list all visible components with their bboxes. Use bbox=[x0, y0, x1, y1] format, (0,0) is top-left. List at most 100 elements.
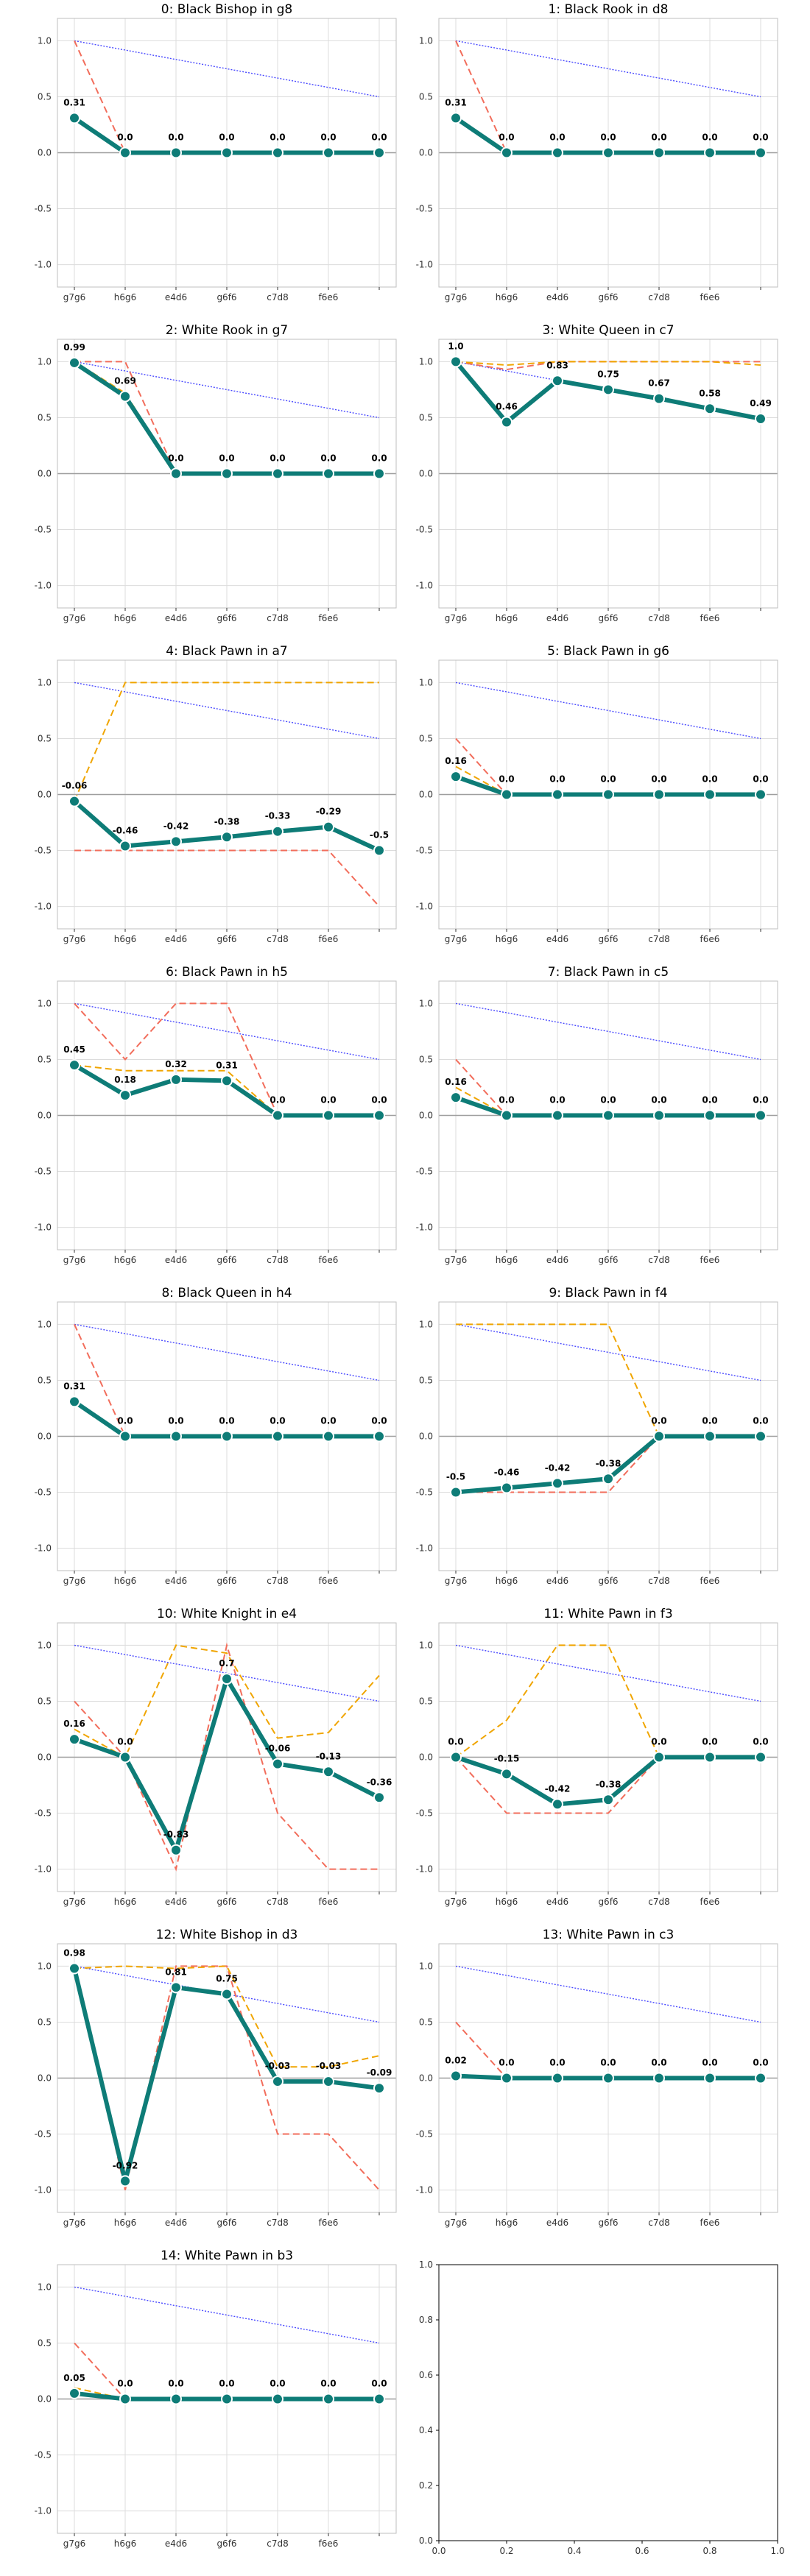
data-label: 0.0 bbox=[499, 774, 514, 785]
x-tick-label: 0.6 bbox=[635, 2546, 649, 2556]
series-line-orange bbox=[455, 1644, 761, 1758]
data-point bbox=[221, 1430, 233, 1443]
data-label: 0.0 bbox=[219, 2379, 234, 2389]
x-tick-label: g7g6 bbox=[445, 613, 468, 623]
x-tick-label: h6g6 bbox=[496, 292, 518, 302]
data-label: 0.0 bbox=[371, 132, 387, 143]
x-tick-label: h6g6 bbox=[496, 613, 518, 623]
data-point bbox=[119, 1430, 131, 1443]
panel-title: 12: White Bishop in d3 bbox=[156, 1928, 298, 1942]
y-tick-label: 1.0 bbox=[419, 998, 433, 1008]
data-label: 0.0 bbox=[371, 2379, 387, 2389]
data-label: 0.0 bbox=[219, 132, 234, 143]
data-point bbox=[68, 795, 80, 807]
x-tick-label: e4d6 bbox=[165, 2218, 187, 2228]
x-tick-label: c7d8 bbox=[267, 1897, 288, 1907]
data-label: 0.02 bbox=[445, 2055, 467, 2065]
y-tick-label: 0.5 bbox=[38, 91, 52, 102]
data-point bbox=[170, 467, 182, 480]
data-label: 0.05 bbox=[63, 2373, 85, 2383]
y-tick-label: 0.5 bbox=[419, 2017, 433, 2027]
y-tick-label: -1.0 bbox=[416, 1222, 433, 1233]
data-point bbox=[755, 1109, 767, 1122]
y-tick-label: 1.0 bbox=[38, 1961, 52, 1971]
x-tick-label: f6e6 bbox=[319, 1897, 339, 1907]
x-tick-label: c7d8 bbox=[648, 613, 669, 623]
data-label: 0.0 bbox=[549, 132, 565, 143]
panel-title: 11: White Pawn in f3 bbox=[543, 1607, 672, 1621]
x-tick-label: f6e6 bbox=[319, 1255, 339, 1265]
y-tick-label: -0.5 bbox=[35, 525, 52, 535]
y-tick-label: 1.0 bbox=[38, 998, 52, 1008]
data-label: 0.67 bbox=[648, 378, 670, 389]
data-point bbox=[119, 390, 131, 403]
data-point bbox=[501, 1482, 513, 1494]
y-tick-label: 0.0 bbox=[38, 2073, 52, 2084]
y-tick-label: 0.5 bbox=[38, 1054, 52, 1064]
chart-panel-4: 4: Black Pawn in a7 1.0 0.5 0.0 -0.5 -1.0 g7g6… bbox=[35, 644, 397, 944]
y-tick-label: 0.0 bbox=[419, 469, 433, 479]
x-tick-label: g7g6 bbox=[445, 292, 468, 302]
data-point bbox=[653, 1109, 665, 1122]
data-point bbox=[272, 467, 284, 480]
y-tick-label: 0.5 bbox=[419, 91, 433, 102]
chart-panel-14: 14: White Pawn in b3 1.0 0.5 0.0 -0.5 -1.0 g7g… bbox=[35, 2248, 397, 2549]
data-label: 0.16 bbox=[63, 1719, 85, 1729]
panel-title: 2: White Rook in g7 bbox=[166, 323, 288, 338]
x-tick-label: g7g6 bbox=[445, 1255, 468, 1265]
data-label: 0.45 bbox=[63, 1044, 85, 1055]
y-tick-label: -1.0 bbox=[35, 2185, 52, 2195]
data-point bbox=[272, 2393, 284, 2405]
panel-title: 5: Black Pawn in g6 bbox=[547, 644, 669, 659]
data-label: 0.0 bbox=[702, 1737, 717, 1747]
data-label: 0.32 bbox=[165, 1059, 187, 1069]
data-label: 0.0 bbox=[168, 1416, 183, 1426]
data-label: 0.0 bbox=[651, 1737, 666, 1747]
x-tick-label: g6f6 bbox=[598, 2218, 618, 2228]
data-point bbox=[704, 1109, 716, 1122]
x-tick-label: e4d6 bbox=[546, 2218, 568, 2228]
panel-title: 3: White Queen in c7 bbox=[542, 323, 674, 338]
panel-title: 1: Black Rook in d8 bbox=[549, 2, 669, 17]
panel-title: 10: White Knight in e4 bbox=[157, 1607, 297, 1621]
y-tick-label: 1.0 bbox=[419, 1319, 433, 1329]
x-tick-label: g7g6 bbox=[63, 613, 86, 623]
x-tick-label: g6f6 bbox=[216, 1255, 236, 1265]
x-tick-label: g6f6 bbox=[216, 934, 236, 944]
series-line-red bbox=[74, 1965, 380, 2191]
y-tick-label: -0.5 bbox=[35, 2129, 52, 2140]
data-label: 0.0 bbox=[753, 2058, 768, 2068]
data-label: -0.33 bbox=[265, 811, 291, 821]
data-label: 0.0 bbox=[651, 774, 666, 785]
data-label: -0.42 bbox=[545, 1783, 571, 1794]
data-label: 0.0 bbox=[651, 132, 666, 143]
x-tick-label: g6f6 bbox=[216, 2538, 236, 2549]
y-tick-label: -1.0 bbox=[35, 581, 52, 591]
x-tick-label: g7g6 bbox=[445, 934, 468, 944]
x-tick-label: f6e6 bbox=[319, 613, 339, 623]
data-point bbox=[450, 1486, 462, 1498]
y-tick-label: 0.5 bbox=[419, 1696, 433, 1706]
y-tick-label: -0.5 bbox=[416, 1167, 433, 1177]
data-label: 0.75 bbox=[216, 1973, 238, 1984]
data-point bbox=[323, 1109, 334, 1122]
data-point bbox=[501, 788, 513, 801]
x-tick-label: c7d8 bbox=[267, 1576, 288, 1586]
data-label: 0.0 bbox=[270, 453, 285, 464]
data-label: 0.0 bbox=[702, 1095, 717, 1105]
data-point bbox=[501, 416, 513, 428]
y-tick-label: -0.5 bbox=[416, 1487, 433, 1498]
data-point bbox=[602, 1109, 614, 1122]
x-tick-label: f6e6 bbox=[700, 2218, 720, 2228]
data-point bbox=[552, 2072, 563, 2084]
data-label: 0.0 bbox=[448, 1737, 463, 1747]
chart-panel-12: 12: White Bishop in d3 1.0 0.5 0.0 -0.5 -1.0 g… bbox=[35, 1928, 397, 2228]
data-point bbox=[704, 1430, 716, 1443]
data-point bbox=[272, 1430, 284, 1443]
data-point bbox=[119, 840, 131, 852]
y-tick-label: 1.0 bbox=[419, 1961, 433, 1971]
data-point bbox=[68, 112, 80, 124]
data-point bbox=[450, 771, 462, 783]
y-tick-label: -0.5 bbox=[416, 204, 433, 214]
data-point bbox=[602, 2072, 614, 2084]
